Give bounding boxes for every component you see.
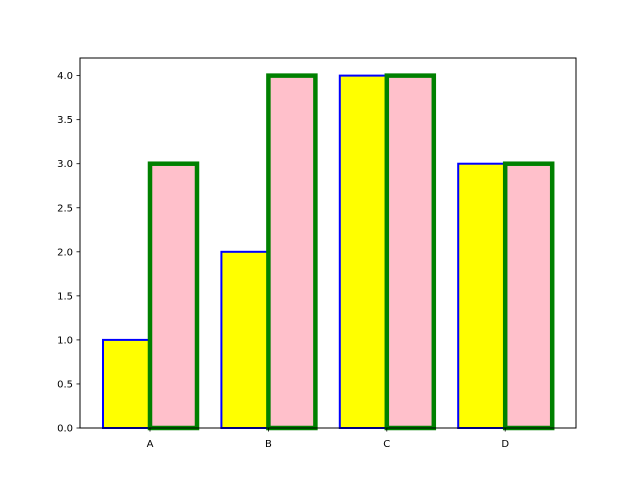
x-tick-label: A: [147, 439, 154, 450]
bar-series2-c: [384, 73, 437, 431]
y-tick-label: 4.0: [57, 71, 73, 82]
bars-layer: [102, 73, 555, 431]
x-tick-label: B: [265, 439, 272, 450]
y-tick-label: 1.5: [57, 291, 73, 302]
y-tick-label: 1.0: [57, 335, 73, 346]
bar-series2-d: [502, 161, 555, 431]
bar-series1-a: [102, 338, 151, 429]
bar-series1-c: [338, 74, 388, 429]
x-tick-label: C: [383, 439, 390, 450]
y-tick-label: 0.5: [57, 379, 73, 390]
y-tick-label: 2.5: [57, 203, 73, 214]
bar-series2-a: [147, 161, 200, 431]
x-axis: A B C D: [147, 428, 509, 450]
y-tick-label: 0.0: [57, 424, 73, 435]
bar-series2-b: [266, 73, 318, 431]
y-axis: 0.0 0.5 1.0 1.5 2.0 2.5 3.0 3.5 4.0: [57, 71, 80, 435]
bar-series1-b: [220, 250, 270, 429]
x-tick-label: D: [501, 439, 509, 450]
y-tick-label: 3.0: [57, 159, 73, 170]
y-tick-label: 3.5: [57, 115, 73, 126]
bar-series1-d: [457, 162, 507, 429]
plot-frame: [79, 57, 577, 429]
y-tick-label: 2.0: [57, 247, 73, 258]
